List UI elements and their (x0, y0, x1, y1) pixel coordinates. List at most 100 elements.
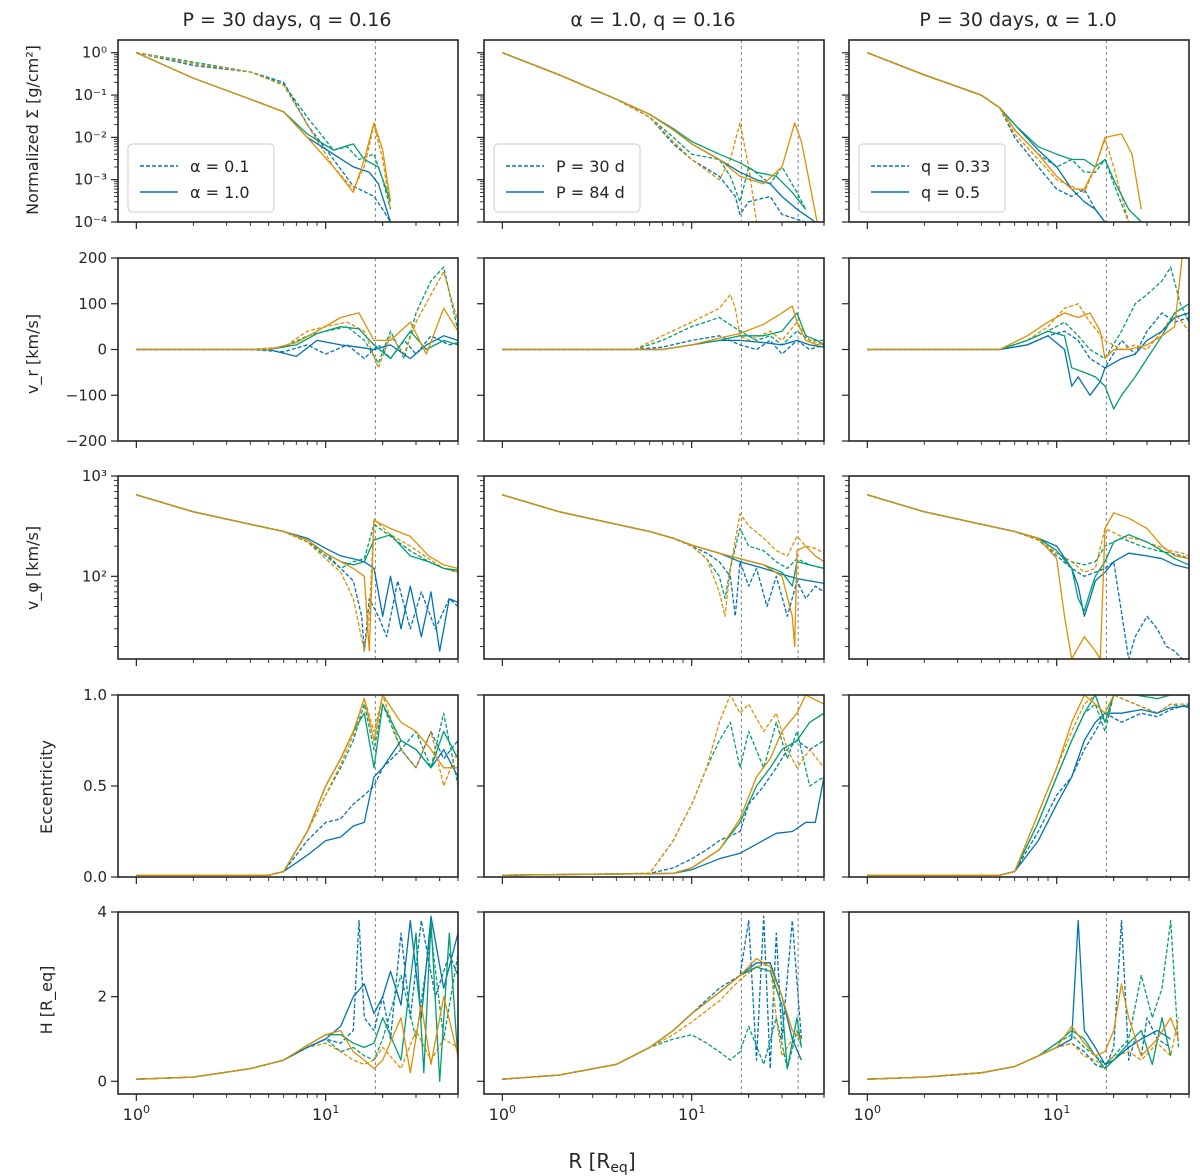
series-line-orange-dashed (502, 293, 824, 351)
x-tick-label-base: 10 (1043, 1105, 1063, 1124)
series-line-blue-dashed (502, 915, 803, 1080)
series-group (136, 494, 458, 652)
x-axis-label: R [Req] (568, 1149, 635, 1176)
x-tick-label-base: 10 (123, 1105, 143, 1124)
x-tick-label-exponent: 1 (698, 1103, 705, 1116)
series-group (136, 266, 458, 369)
series-line-green-solid (867, 303, 1189, 410)
series-line-orange-solid (136, 52, 392, 202)
legend-label: α = 0.1 (190, 157, 250, 176)
series-line-orange-dashed (502, 695, 824, 876)
series-group (867, 494, 1189, 659)
panel-frame (117, 475, 459, 660)
series-line-orange-solid (136, 695, 458, 876)
series-line-orange-dashed (136, 1029, 458, 1080)
ylabel-eccentricity: Eccentricity (37, 740, 56, 834)
series-line-orange-solid (867, 258, 1189, 360)
series-line-orange-solid (867, 494, 1189, 659)
x-tick-label-base: 10 (854, 1105, 874, 1124)
series-line-green-solid (502, 966, 803, 1080)
y-tick-label: −100 (66, 386, 107, 404)
x-tick-label-base: 10 (678, 1105, 698, 1124)
panel-c2-r3 (477, 475, 825, 666)
panel-c3-r2 (842, 257, 1190, 448)
series-line-green-dashed (502, 316, 824, 351)
y-tick-label: 0.0 (83, 868, 107, 886)
series-line-blue-solid (867, 312, 1189, 396)
x-tick-label-exponent: 0 (874, 1103, 881, 1116)
x-tick-label-exponent: 1 (1063, 1103, 1070, 1116)
panel-c1-r4: 1.0 0.5 0.0 (83, 686, 459, 886)
panel-frame (117, 911, 459, 1095)
panel-frame (848, 39, 1190, 223)
panel-frame (117, 39, 459, 223)
series-group (502, 52, 818, 222)
series-line-green-solid (136, 919, 458, 1082)
panel-frame (483, 694, 825, 878)
y-tick-label: 10⁻² (74, 128, 107, 146)
panel-c1-r2: 200 100 0 −100 −200 (66, 249, 459, 450)
series-group (502, 494, 824, 648)
legend-box (858, 143, 1006, 213)
series-line-orange-dashed (502, 494, 824, 617)
panel-c3-r3 (842, 475, 1190, 666)
series-line-blue-solid (867, 705, 1189, 876)
legend-box (127, 143, 275, 213)
series-line-blue-dashed (136, 52, 392, 222)
series-line-blue-solid (502, 776, 824, 876)
series-line-green-dashed (136, 266, 458, 364)
row-labels: Normalized Σ [g/cm²] v_r [km/s] v_φ [km/… (23, 45, 57, 1034)
panel-c3-r1: q = 0.33 q = 0.5 (842, 39, 1190, 229)
x-tick-label-exponent: 0 (143, 1103, 150, 1116)
legend: α = 0.1 α = 1.0 (127, 143, 275, 213)
panel-c3-r5: 100 101 (842, 911, 1190, 1124)
panel-frame (483, 39, 825, 223)
legend: q = 0.33 q = 0.5 (858, 143, 1006, 213)
x-tick-label-base: 10 (312, 1105, 332, 1124)
series-line-green-dashed (502, 494, 824, 600)
series-group (136, 915, 458, 1082)
x-tick-label: 101 (678, 1103, 705, 1124)
x-tick-label-exponent: 1 (332, 1103, 339, 1116)
series-line-green-solid (867, 494, 1189, 612)
panel-frame (848, 475, 1190, 660)
series-line-blue-dashed (136, 494, 458, 652)
series-line-blue-dashed (136, 919, 458, 1080)
series-line-blue-solid (502, 962, 802, 1080)
y-tick-label: 0.5 (83, 777, 107, 795)
series-line-blue-dashed (867, 52, 1106, 222)
series-line-green-dashed (136, 494, 458, 573)
series-line-blue-solid (136, 915, 458, 1080)
y-tick-label: 10⁻⁴ (74, 213, 107, 231)
series-group (502, 293, 824, 355)
svg-text:R [Req]: R [Req] (568, 1149, 635, 1176)
x-tick-label: 100 (854, 1103, 881, 1124)
series-group (136, 52, 392, 222)
series-group (867, 258, 1189, 410)
panel-frame (848, 911, 1190, 1095)
y-tick-label: 0 (97, 1072, 107, 1090)
y-tick-label: 1.0 (83, 686, 107, 704)
ylabel-vphi: v_φ [km/s] (23, 526, 43, 610)
panel-frame (848, 694, 1190, 878)
series-line-orange-solid (867, 983, 1180, 1080)
x-tick-label-base: 10 (489, 1105, 509, 1124)
panel-c2-r5: 100 101 (477, 911, 825, 1124)
series-line-green-solid (136, 494, 458, 571)
series-line-blue-solid (136, 494, 458, 652)
y-tick-label: 2 (97, 988, 107, 1006)
series-line-orange-solid (502, 494, 824, 648)
x-tick-label: 101 (312, 1103, 339, 1124)
series-line-blue-solid (136, 335, 458, 360)
series-line-orange-solid (502, 305, 824, 351)
x-tick-label: 100 (489, 1103, 516, 1124)
series-line-blue-solid (867, 494, 1189, 617)
panel-frame (117, 694, 459, 878)
series-line-orange-solid (136, 996, 458, 1080)
series-line-blue-dashed (867, 919, 1172, 1080)
column-title-2: α = 1.0, q = 0.16 (570, 9, 735, 31)
series-group (867, 695, 1189, 876)
panel-c1-r1: 10⁰ 10⁻¹ 10⁻² 10⁻³ 10⁻⁴ α = 0.1 α = 1.0 (74, 39, 459, 231)
